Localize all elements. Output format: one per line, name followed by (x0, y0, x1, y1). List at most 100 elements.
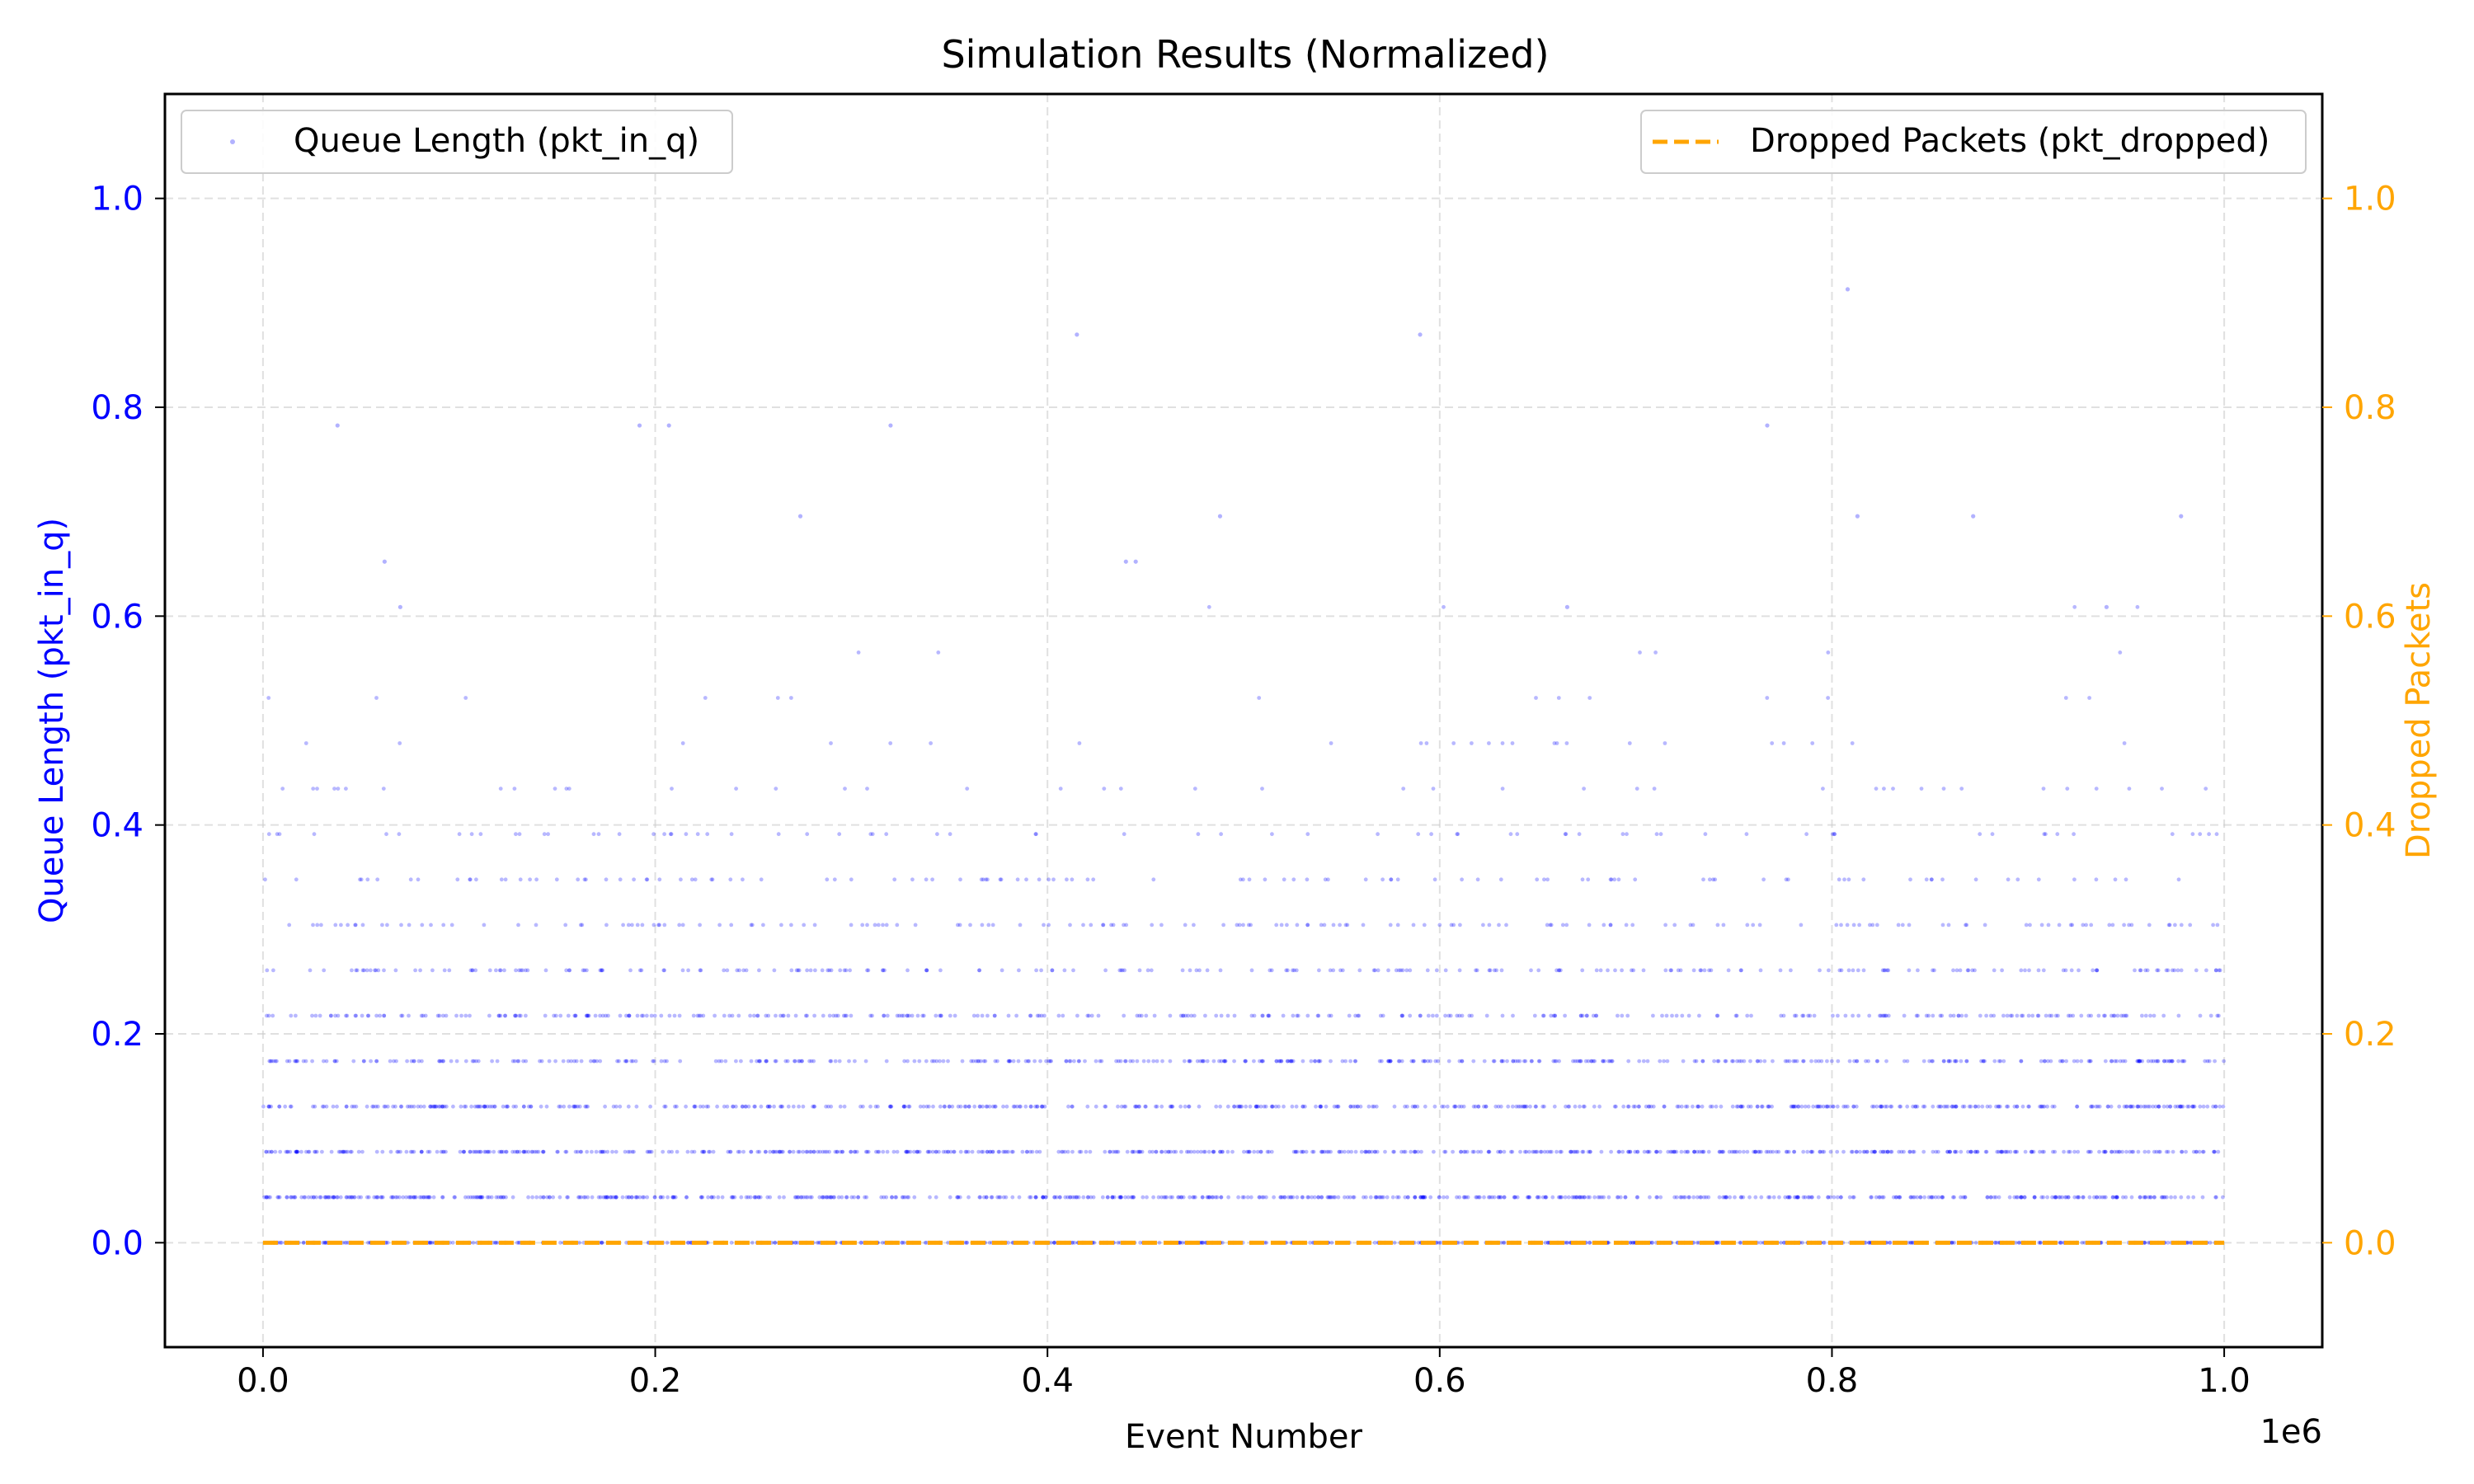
queue-point (1258, 1149, 1263, 1154)
queue-point (322, 968, 327, 973)
queue-point (365, 877, 370, 882)
queue-point (1800, 1013, 1805, 1018)
queue-point (1324, 1104, 1329, 1109)
queue-point (809, 1059, 814, 1064)
queue-point (645, 1195, 650, 1200)
queue-point (1413, 1149, 1418, 1154)
queue-point (1706, 1195, 1711, 1200)
queue-point (1670, 1013, 1674, 1018)
queue-point (661, 968, 666, 973)
queue-point (533, 1149, 537, 1154)
queue-point (639, 968, 644, 973)
queue-point (333, 1013, 337, 1018)
queue-point (1940, 1195, 1945, 1200)
queue-point (2039, 923, 2044, 928)
queue-point (2063, 696, 2068, 700)
queue-point (783, 1059, 788, 1064)
queue-point (1159, 1104, 1164, 1109)
queue-point (1954, 1104, 1959, 1109)
queue-point (1159, 1149, 1164, 1154)
queue-point (727, 1149, 732, 1154)
queue-point (1486, 1195, 1491, 1200)
queue-point (852, 1195, 857, 1200)
legend-left-label: Queue Length (pkt_in_q) (294, 122, 699, 160)
queue-point (1753, 1149, 1757, 1154)
queue-point (1637, 1104, 1641, 1109)
queue-point (984, 1195, 989, 1200)
queue-point (610, 1195, 615, 1200)
queue-point (1023, 1104, 1028, 1109)
queue-point (1481, 923, 1485, 928)
queue-point (2128, 1104, 2133, 1109)
queue-point (1368, 1195, 1373, 1200)
queue-point (458, 1149, 463, 1154)
queue-point (1249, 1195, 1253, 1200)
queue-point (876, 1104, 880, 1109)
queue-point (824, 1104, 828, 1109)
queue-point (1034, 968, 1038, 973)
queue-point (1195, 1149, 1200, 1154)
queue-point (2020, 1104, 2025, 1109)
queue-point (539, 1195, 543, 1200)
queue-point (2029, 1149, 2034, 1154)
queue-point (805, 968, 809, 973)
queue-point (1270, 1104, 1275, 1109)
queue-point (1700, 1059, 1705, 1064)
queue-point (1678, 968, 1683, 973)
queue-point (1630, 923, 1635, 928)
queue-point (2149, 1059, 2154, 1064)
queue-point (2113, 877, 2118, 882)
queue-point (706, 1195, 710, 1200)
queue-point (895, 923, 900, 928)
queue-point (1260, 1195, 1265, 1200)
queue-point (1681, 1059, 1686, 1064)
queue-point (1392, 1104, 1397, 1109)
queue-point (1206, 1149, 1211, 1154)
queue-point (1154, 1104, 1158, 1109)
queue-point (1167, 1149, 1171, 1154)
queue-point (1842, 877, 1846, 882)
queue-point (2089, 1149, 2093, 1154)
queue-point (1679, 1149, 1684, 1154)
queue-point (930, 1149, 935, 1154)
queue-point (1371, 1104, 1375, 1109)
queue-point (2211, 1104, 2216, 1109)
queue-point (791, 1149, 796, 1154)
queue-point (1013, 1104, 1017, 1109)
queue-point (1586, 1195, 1590, 1200)
queue-point (419, 1195, 424, 1200)
queue-point (2185, 1104, 2189, 1109)
queue-point (518, 877, 523, 882)
queue-point (872, 923, 877, 928)
queue-point (1907, 1149, 1912, 1154)
queue-point (633, 1059, 638, 1064)
queue-point (336, 1149, 341, 1154)
queue-point (1242, 1149, 1246, 1154)
queue-point (1559, 1149, 1564, 1154)
queue-point (1260, 787, 1264, 791)
queue-point (1950, 1104, 1954, 1109)
queue-point (1140, 1149, 1145, 1154)
queue-point (815, 1240, 820, 1245)
queue-point (392, 1059, 396, 1064)
queue-point (397, 832, 402, 837)
queue-point (2066, 1149, 2071, 1154)
queue-point (485, 1104, 490, 1109)
queue-point (777, 1195, 782, 1200)
queue-point (447, 968, 452, 973)
queue-point (1809, 1059, 1813, 1064)
queue-point (837, 1059, 842, 1064)
queue-point (728, 1149, 733, 1154)
queue-point (1953, 1149, 1958, 1154)
queue-point (546, 832, 550, 837)
queue-point (1471, 1059, 1476, 1064)
queue-point (1908, 1240, 1913, 1245)
queue-point (2138, 968, 2143, 973)
queue-point (1554, 968, 1559, 973)
queue-point (849, 923, 854, 928)
queue-point (427, 1240, 432, 1245)
queue-point (2050, 1195, 2054, 1200)
queue-point (1567, 1104, 1572, 1109)
queue-point (1186, 1013, 1191, 1018)
queue-point (739, 1059, 743, 1064)
